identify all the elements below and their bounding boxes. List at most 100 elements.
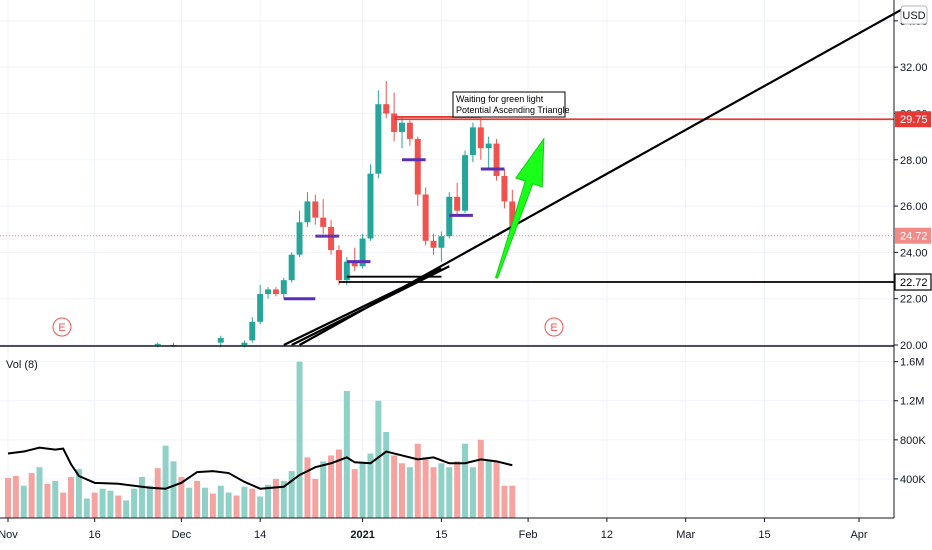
volume-bar (60, 492, 67, 518)
price-tick-label: 32.00 (900, 62, 928, 74)
candle-body (477, 127, 484, 149)
volume-bar (493, 461, 500, 518)
candle-body (304, 201, 311, 223)
annotation-line-1: Waiting for green light (456, 94, 544, 104)
volume-bar (75, 469, 82, 518)
volume-bar (233, 495, 240, 518)
volume-bar (351, 469, 358, 518)
volume-bar (44, 483, 51, 518)
candle (493, 138, 500, 181)
price-tag-label: 29.75 (900, 114, 928, 126)
time-tick-label: Nov (0, 529, 18, 541)
volume-bar (68, 476, 75, 518)
candle-body (391, 113, 398, 132)
candle-body (509, 201, 516, 234)
candle-body (422, 194, 429, 241)
volume-bar (367, 453, 374, 518)
time-tick-label: 15 (758, 529, 770, 541)
volume-bar (485, 460, 492, 518)
volume-tick-label: 400K (900, 474, 926, 486)
volume-bar (28, 473, 35, 518)
earnings-circle (544, 317, 564, 337)
candle (477, 118, 484, 160)
price-tag-box (894, 273, 932, 291)
time-tick-label: 2021 (350, 529, 374, 541)
candle-body (430, 240, 437, 248)
volume-bar (438, 463, 445, 518)
volume-bar (399, 463, 405, 518)
volume-bar (414, 443, 421, 518)
volume-bar (131, 488, 138, 518)
price-tick-label: 24.00 (900, 247, 928, 259)
volume-bar (265, 484, 272, 518)
price-tick-label: 20.00 (900, 340, 928, 352)
time-tick-label: Dec (172, 529, 192, 541)
volume-bar (406, 467, 413, 518)
volume-ma-line (7, 446, 513, 490)
time-tick-label: Feb (519, 529, 538, 541)
volume-bar (146, 485, 153, 518)
candle-body (469, 127, 476, 156)
volume-bar (91, 492, 98, 518)
candle-body (383, 104, 390, 114)
candle-body (493, 143, 500, 176)
annotation-note[interactable]: Waiting for green light Potential Ascend… (452, 91, 570, 118)
volume-bar (178, 476, 185, 518)
candles (154, 81, 516, 348)
annotation-box (452, 91, 566, 118)
candle (249, 317, 256, 343)
candle (296, 210, 303, 258)
candle-body (249, 321, 256, 341)
candle-body (272, 289, 279, 295)
candle (406, 120, 413, 146)
volume-bar (138, 476, 145, 518)
price-tick-label: 26.00 (900, 201, 928, 213)
volume-bar (20, 485, 27, 518)
candle-body (462, 155, 469, 211)
volume-bar (501, 485, 508, 518)
volume-bar (469, 467, 476, 518)
trendline (283, 267, 442, 346)
candle (501, 169, 508, 209)
volume-bar (225, 492, 232, 518)
trendlines (283, 5, 907, 346)
volume-label: Vol (8) (6, 359, 38, 371)
volume-tick-label: 800K (900, 435, 926, 447)
candle-body (343, 261, 350, 281)
candle-body (312, 201, 319, 218)
volume-bar (257, 496, 264, 518)
earnings-label: E (58, 322, 65, 334)
time-axis: Nov 16 Dec 14 2021 15 Feb 12 Mar 15 Apr (0, 518, 868, 541)
earnings-label: E (550, 322, 557, 334)
candle (422, 187, 429, 246)
time-tick-label: 15 (435, 529, 447, 541)
volume-bar (249, 488, 256, 518)
currency-label: USD (902, 10, 925, 22)
time-tick-label: 12 (601, 529, 613, 541)
candle-body (485, 143, 492, 149)
candle-body (399, 122, 405, 132)
volume-bar (123, 500, 130, 518)
volume-bar (446, 467, 453, 518)
candle (367, 164, 374, 241)
volume-bar (194, 480, 201, 518)
volume-bar (359, 463, 366, 518)
currency-button[interactable] (900, 5, 928, 25)
price-tag-label: 24.72 (900, 231, 928, 243)
candle-body (320, 217, 327, 227)
volume-bar (12, 475, 19, 518)
volume-bar (99, 488, 106, 518)
arrow-shape (494, 137, 545, 279)
candle (438, 231, 445, 262)
candle-body (359, 238, 366, 267)
candle-body (454, 196, 461, 211)
volume-bar (304, 457, 311, 518)
volume-bar (107, 490, 114, 518)
candle (312, 194, 319, 225)
candle (454, 182, 461, 216)
price-tick-label: 22.00 (900, 294, 928, 306)
candle (280, 277, 287, 299)
candle (399, 115, 405, 149)
